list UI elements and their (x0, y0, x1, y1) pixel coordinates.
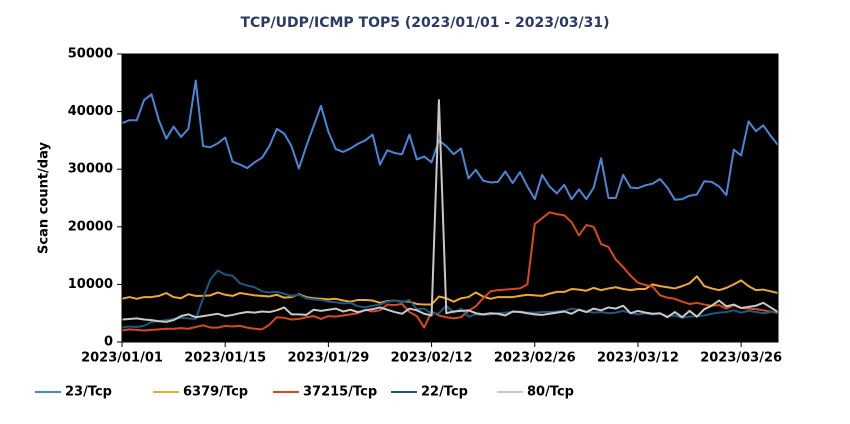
x-tick-label: 2023/03/12 (597, 351, 679, 366)
x-tick-label: 2023/01/01 (81, 351, 163, 366)
x-tick-label: 2023/03/26 (700, 351, 782, 366)
series-line (122, 79, 778, 201)
x-tick-label: 2023/01/15 (184, 351, 266, 366)
x-tick-label: 2023/02/12 (391, 351, 473, 366)
y-axis-label: Scan count/day (37, 142, 52, 254)
plot-area (122, 54, 778, 342)
legend-label: 37215/Tcp (303, 385, 377, 400)
x-tick-label: 2023/01/29 (287, 351, 369, 366)
y-tick-label: 30000 (68, 162, 113, 177)
y-tick-label: 0 (104, 335, 113, 350)
series-line (122, 275, 778, 306)
series-line (122, 99, 778, 323)
y-tick-label: 50000 (68, 47, 113, 62)
series-line (122, 211, 778, 332)
y-tick-label: 40000 (68, 104, 113, 119)
y-tick-label: 10000 (68, 277, 113, 292)
y-tick-label: 20000 (68, 219, 113, 234)
legend-label: 6379/Tcp (183, 385, 248, 400)
legend-label: 80/Tcp (527, 385, 574, 400)
plot-border (121, 53, 779, 343)
x-tick-label: 2023/02/26 (494, 351, 576, 366)
legend-label: 22/Tcp (421, 385, 468, 400)
legend-label: 23/Tcp (65, 385, 112, 400)
chart-title: TCP/UDP/ICMP TOP5 (2023/01/01 - 2023/03/… (240, 15, 609, 31)
